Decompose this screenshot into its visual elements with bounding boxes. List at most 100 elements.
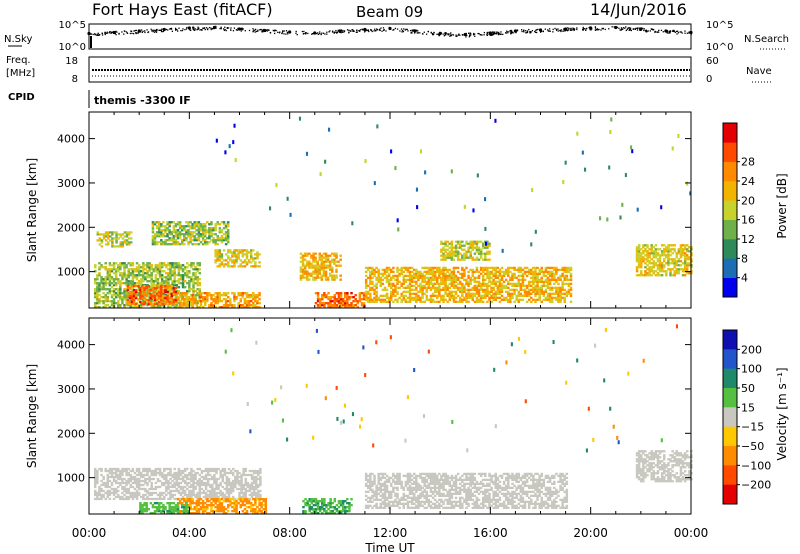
power-echo-cell <box>140 278 143 281</box>
power-echo-cell <box>383 270 387 274</box>
power-echo-cell <box>339 296 343 299</box>
velocity-echo-cell <box>125 481 128 485</box>
power-echo-cell <box>494 290 498 294</box>
power-echo-cell <box>129 241 133 244</box>
power-echo-cell <box>157 225 161 228</box>
noise-sample <box>130 30 133 32</box>
power-echo-cell <box>110 278 114 281</box>
power-echo-cell <box>222 294 226 297</box>
power-echo-cell <box>392 276 395 280</box>
power-echo-cell <box>220 231 224 234</box>
noise-sample <box>487 31 489 34</box>
power-echo-cell <box>176 241 180 244</box>
power-echo-cell <box>129 268 133 271</box>
power-echo-cell <box>157 241 161 244</box>
power-echo-cell <box>392 294 395 297</box>
power-echo-cell <box>507 266 510 270</box>
power-echo-cell <box>444 258 447 261</box>
noise-sample <box>319 31 321 33</box>
power-echo-cell <box>369 278 372 282</box>
power-echo-cell <box>173 284 176 287</box>
power-echo-cell <box>677 252 681 255</box>
power-echo-cell <box>125 292 128 295</box>
power-echo-cell <box>115 237 118 240</box>
power-echo-cell <box>154 276 158 279</box>
power-echo-cell <box>208 304 211 307</box>
power-echo-cell <box>415 270 418 274</box>
power-echo-cell <box>139 292 142 296</box>
power-echo-cell <box>536 284 539 288</box>
power-echo-cell <box>339 294 343 297</box>
power-isolated-echo <box>531 187 534 192</box>
power-echo-cell <box>410 296 414 299</box>
power-echo-cell <box>415 288 418 292</box>
velocity-echo-cell <box>135 489 139 493</box>
power-echo-cell <box>683 260 687 263</box>
power-echo-cell <box>390 286 393 290</box>
power-echo-cell <box>333 294 337 297</box>
power-echo-cell <box>421 288 424 292</box>
noise-sample <box>651 28 653 30</box>
power-echo-cell <box>181 284 185 287</box>
power-echo-cell <box>415 272 418 276</box>
noise-sample <box>481 34 483 36</box>
power-echo-cell <box>648 272 651 275</box>
noise-sample <box>437 33 439 35</box>
power-echo-cell <box>431 294 435 297</box>
power-echo-cell <box>502 296 506 299</box>
velocity-echo-cell <box>96 473 99 477</box>
power-echo-cell <box>254 257 257 260</box>
power-echo-cell <box>465 278 468 282</box>
velocity-echo-cell <box>150 487 153 491</box>
power-echo-cell <box>523 294 527 297</box>
power-echo-cell <box>496 270 500 274</box>
power-echo-cell <box>385 276 389 280</box>
velocity-echo-cell <box>123 469 126 473</box>
power-echo-cell <box>237 304 240 307</box>
power-echo-cell <box>183 272 187 275</box>
power-echo-cell <box>249 253 253 256</box>
noise-sample <box>241 27 243 29</box>
power-echo-cell <box>637 250 641 253</box>
power-isolated-echo <box>562 180 565 185</box>
power-echo-cell <box>254 261 257 264</box>
power-echo-cell <box>513 274 516 278</box>
power-echo-cell <box>425 288 429 292</box>
power-echo-cell <box>100 296 103 299</box>
power-echo-cell <box>148 296 151 299</box>
power-echo-cell <box>488 280 491 284</box>
noise-sample <box>99 33 101 36</box>
velocity-echo-cell <box>102 477 105 481</box>
noise-sample <box>539 31 542 33</box>
power-echo-cell <box>652 260 656 263</box>
power-echo-cell <box>158 270 162 273</box>
velocity-echo-cell <box>144 473 147 477</box>
power-echo-cell <box>644 270 647 273</box>
power-echo-cell <box>171 272 174 275</box>
power-echo-cell <box>652 250 656 253</box>
power-echo-cell <box>167 276 170 279</box>
power-echo-cell <box>565 276 569 280</box>
power-echo-cell <box>158 276 162 279</box>
power-echo-cell <box>110 290 114 293</box>
power-echo-cell <box>123 290 126 293</box>
power-echo-cell <box>504 286 508 290</box>
power-echo-cell <box>546 270 550 274</box>
noise-sample <box>106 31 109 33</box>
power-echo-cell <box>193 227 197 230</box>
velocity-echo-cell <box>94 473 97 477</box>
power-echo-cell <box>429 288 433 292</box>
power-echo-cell <box>130 294 134 298</box>
velocity-echo-cell <box>142 467 145 471</box>
power-echo-cell <box>214 292 217 295</box>
power-echo-cell <box>415 274 418 278</box>
noise-sample <box>317 33 320 36</box>
velocity-echo-cell <box>154 471 158 475</box>
power-echo-cell <box>110 304 114 307</box>
velocity-echo-cell <box>119 471 122 475</box>
power-echo-cell <box>492 278 495 282</box>
power-echo-cell <box>318 302 322 305</box>
power-echo-cell <box>195 225 199 228</box>
power-echo-cell <box>467 284 470 288</box>
